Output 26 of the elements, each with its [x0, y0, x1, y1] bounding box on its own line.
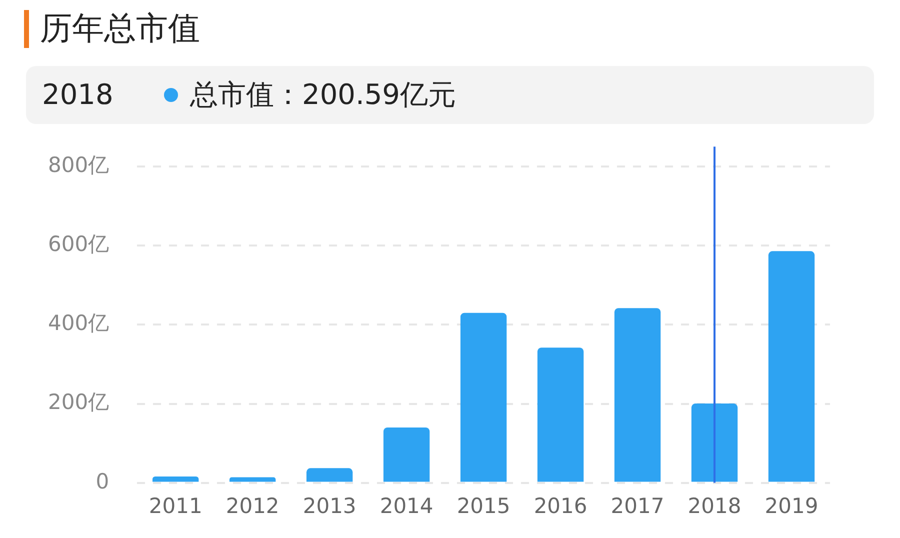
bar [768, 251, 815, 482]
y-tick-label: 400亿 [48, 311, 110, 336]
x-tick-label: 2017 [610, 494, 664, 518]
x-tick-label: 2019 [764, 494, 818, 518]
y-tick-label: 600亿 [48, 232, 110, 256]
x-tick-label: 2015 [456, 494, 510, 518]
bar [537, 348, 584, 482]
y-tick-label: 800亿 [48, 153, 110, 178]
y-tick-label: 200亿 [48, 390, 110, 414]
bar [614, 308, 661, 482]
x-tick-label: 2018 [688, 494, 742, 518]
bar [383, 427, 430, 482]
y-tick-label: 0 [96, 469, 110, 494]
bar [152, 476, 199, 482]
bar [691, 404, 738, 482]
chart-title: 历年总市值 [40, 8, 200, 49]
x-tick-label: 2013 [302, 494, 356, 518]
bar [306, 468, 353, 482]
text: 总市值：200.59亿元 [190, 77, 456, 113]
x-tick-label: 2016 [534, 494, 588, 518]
text: 2018 [42, 77, 114, 113]
bar [229, 477, 276, 482]
x-tick-label: 2014 [380, 494, 434, 518]
bar [460, 312, 507, 482]
x-tick-label: 2011 [148, 494, 202, 518]
x-tick-label: 2012 [226, 494, 280, 518]
